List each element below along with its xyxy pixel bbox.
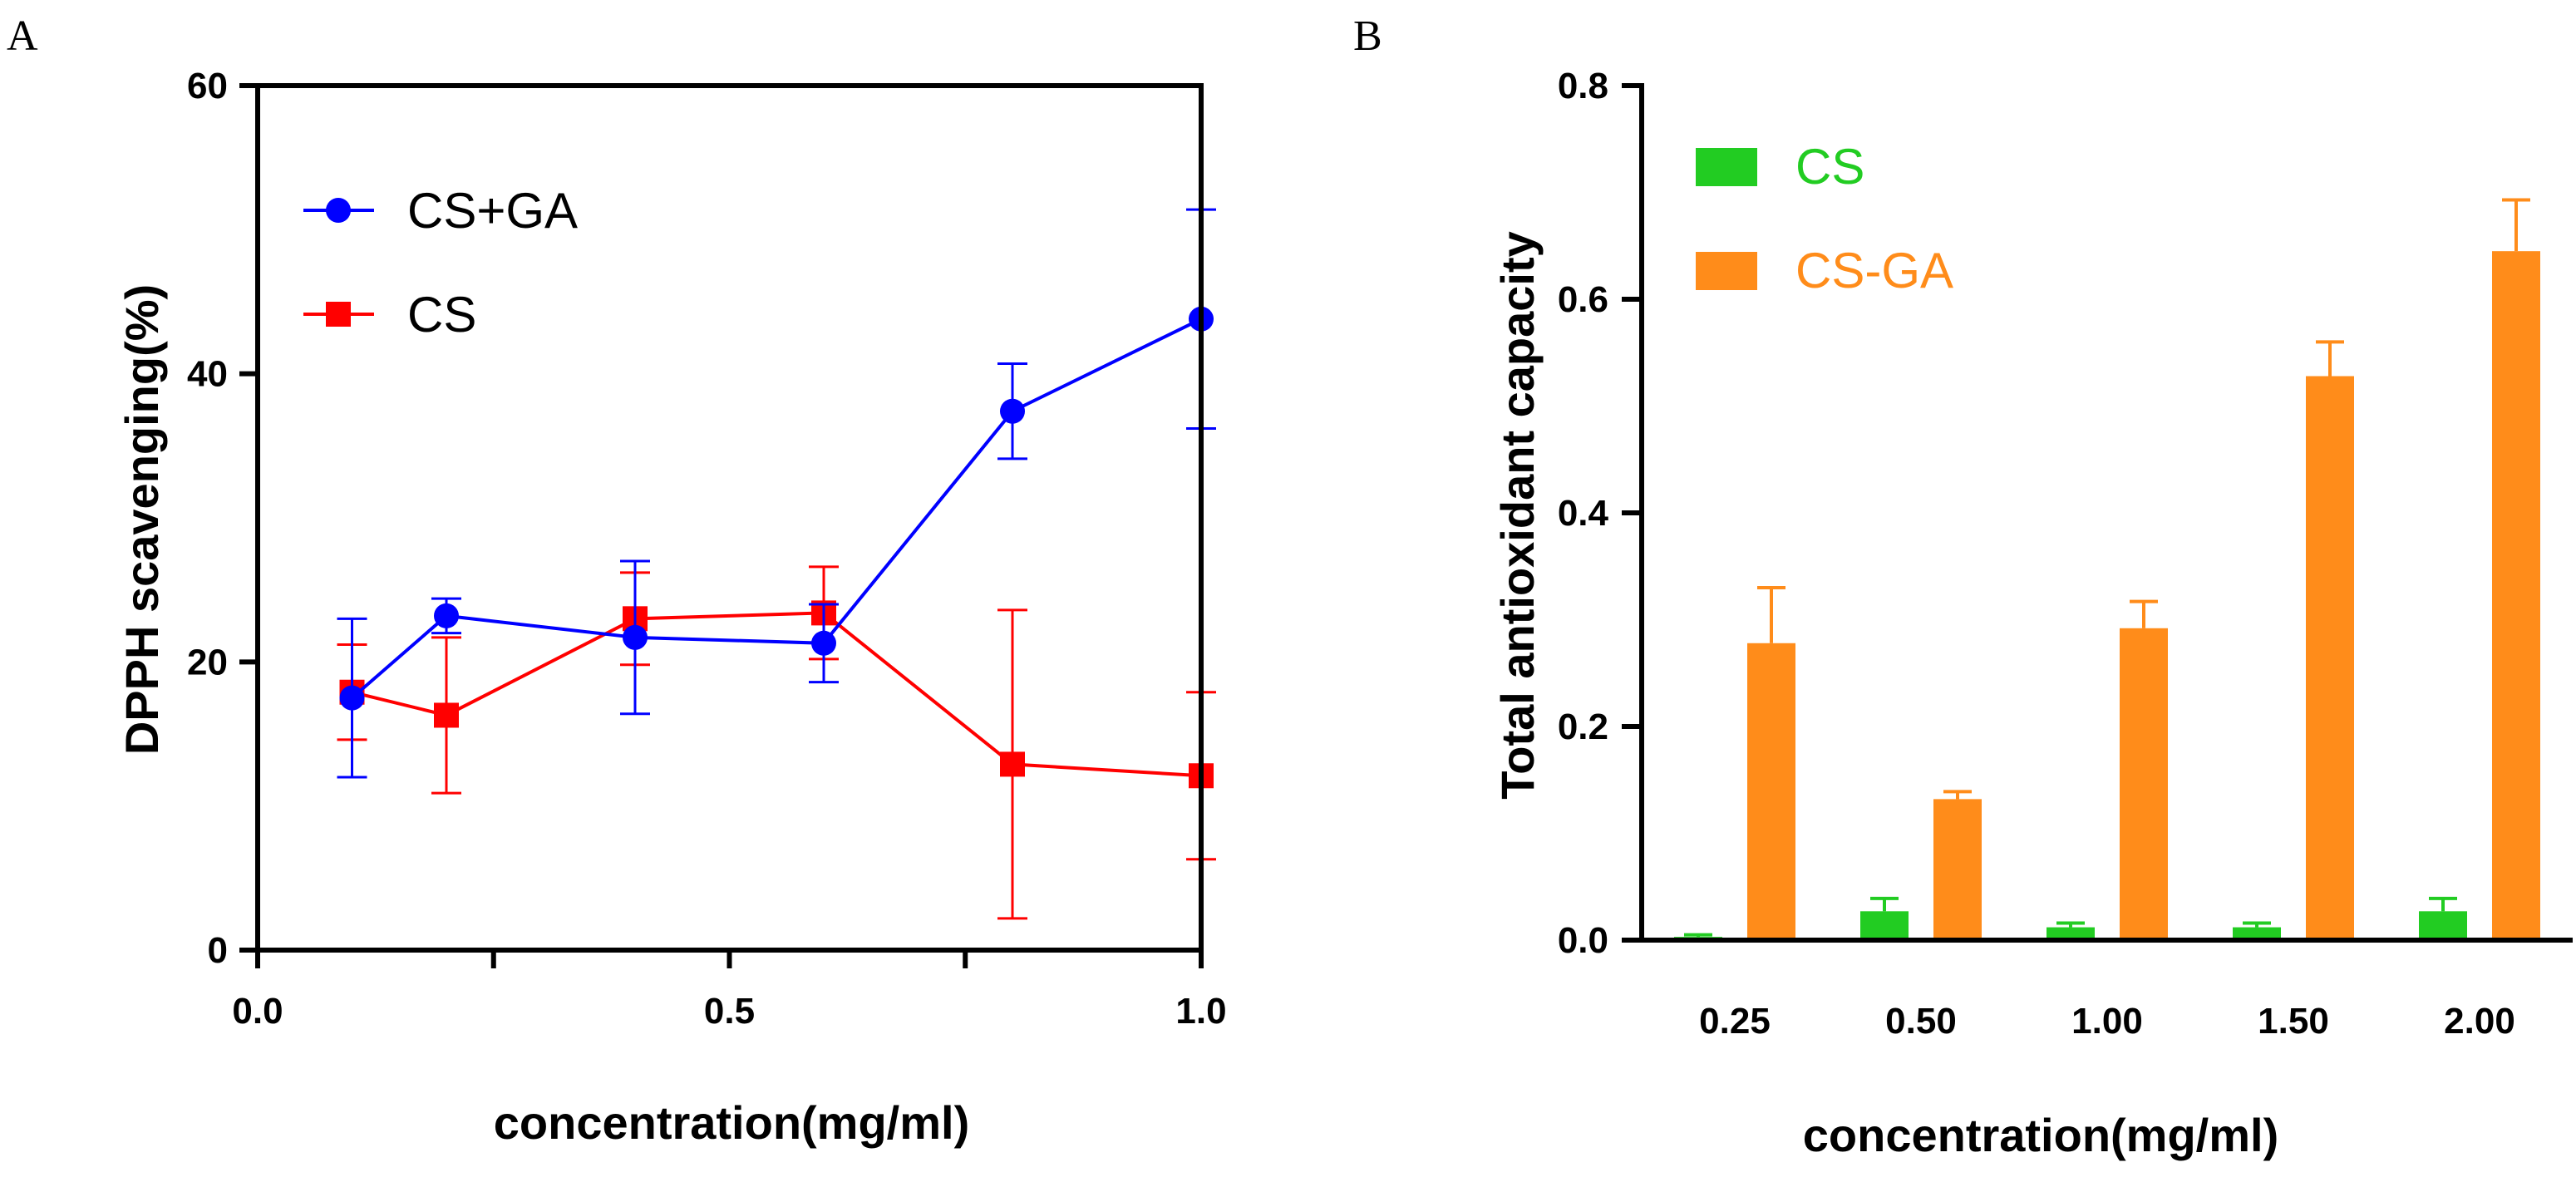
panel-b-x-tick-label: 0.50 [1885,1001,1957,1042]
panel-a-legend-marker-cs [326,302,351,327]
panel-b-error-bar-cs-ga [2130,599,2158,628]
panel-a-y-tick-label: 20 [187,642,228,682]
panel-b-bar-cs-ga [1933,799,1982,940]
panel-a-x-tick-label: 0.5 [704,991,755,1032]
panel-b-legend-swatch-cs [1696,148,1757,186]
panel-b-bar-cs-ga [1747,643,1795,940]
panel-b-error-bar-cs-ga [2316,340,2344,377]
panel-a-legend-label-cs: CS [407,287,476,342]
panel-b-letter: B [1353,12,1382,60]
panel-a-point-cs [434,702,459,728]
panel-a-x-tick-label: 1.0 [1175,991,1226,1032]
panel-a-line-cs-ga [351,318,1202,700]
panel-b-error-bar-cs [1870,896,1899,912]
panel-b-error-bar-cs [1684,933,1712,938]
panel-b-error-bar-cs [2056,921,2085,928]
panel-b-bar-cs [1860,911,1909,940]
panel-b-error-bar-cs [2243,921,2271,928]
panel-b-x-tick-label: 1.00 [2071,1001,2143,1042]
panel-a-x-axis-title: concentration(mg/ml) [494,1096,969,1149]
panel-b-axes [1639,83,2573,943]
panel-b-bar-cs-ga [2492,251,2540,940]
panel-b-chart: B concentration(mg/ml) Total antioxidant… [1353,12,2573,1161]
panel-a-y-tick-label: 40 [187,354,228,395]
panel-a-letter: A [7,12,38,60]
panel-b-ticks: 0.0 0.2 0.4 0.6 0.8 0.25 0.50 1.00 1.50 2.00 [1558,66,2515,1042]
panel-a-y-tick-label: 60 [187,66,228,106]
panel-a-point-cs-ga [1000,398,1025,424]
panel-b-legend-label-cs: CS [1795,139,1864,195]
panel-a-point-cs-ga [434,603,459,628]
panel-b-bar-cs-ga [2120,628,2168,940]
panel-b-y-tick-label: 0.2 [1558,707,1608,747]
panel-b-error-bar-cs-ga [2502,198,2530,252]
panel-b-x-tick-label: 2.00 [2444,1001,2515,1042]
panel-b-x-axis-title: concentration(mg/ml) [1803,1109,2278,1161]
panel-a-y-axis-title: DPPH scavenging(%) [116,284,168,755]
panel-a-x-tick-label: 0.0 [232,991,283,1032]
panel-a-point-cs [1000,751,1025,777]
panel-b-bar-cs [2233,927,2281,940]
panel-a-chart: A concentration(mg/ml) DPPH scavenging(%… [7,12,1227,1149]
panel-a-point-cs-ga [811,630,836,656]
panel-b-bars [1674,198,2540,940]
panel-b-error-bar-cs-ga [1757,585,1785,643]
panel-b-error-bar-cs [2429,896,2457,912]
panel-b-y-axis-title: Total antioxidant capacity [1491,231,1544,800]
panel-b-legend-label-cs-ga: CS-GA [1795,243,1953,298]
panel-b-y-tick-label: 0.0 [1558,920,1608,961]
panel-a-line-cs [352,611,1202,778]
panel-a-legend: CS+GA CS [303,183,578,342]
panel-a-ticks: 0.0 0.5 1.0 0 20 40 60 [187,66,1227,1032]
panel-a-legend-label-cs-ga: CS+GA [407,183,578,239]
panel-b-bar-cs [2419,911,2467,940]
panel-b-bar-cs-ga [2306,376,2354,940]
panel-a-point-cs-ga [339,685,365,711]
panel-a-y-tick-label: 0 [208,930,228,971]
panel-b-legend-swatch-cs-ga [1696,252,1757,290]
panel-a-point-cs-ga [623,624,648,650]
panel-b-y-tick-label: 0.6 [1558,279,1608,320]
panel-b-x-tick-label: 1.50 [2258,1001,2329,1042]
panel-b-y-tick-label: 0.8 [1558,66,1608,106]
panel-b-y-tick-label: 0.4 [1558,493,1609,534]
panel-b-error-bar-cs-ga [1943,790,1972,800]
panel-a-legend-marker-cs-ga [326,198,351,223]
panel-a-plot-frame [255,83,1204,953]
panel-b-legend: CS CS-GA [1696,139,1953,298]
panel-b-x-tick-label: 0.25 [1699,1001,1771,1042]
panel-b-bar-cs [2047,927,2095,940]
